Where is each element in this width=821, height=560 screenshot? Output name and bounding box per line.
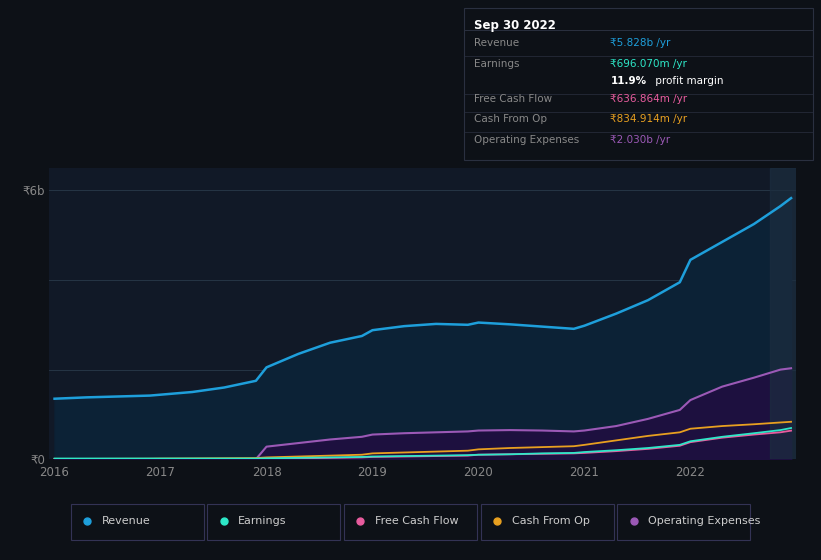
FancyBboxPatch shape [71,504,204,540]
Text: Revenue: Revenue [475,38,520,48]
Text: ₹2.030b /yr: ₹2.030b /yr [610,135,671,145]
Text: Revenue: Revenue [102,516,150,526]
Text: Earnings: Earnings [475,59,520,69]
FancyBboxPatch shape [344,504,477,540]
Text: ₹636.864m /yr: ₹636.864m /yr [610,94,687,104]
Text: Operating Expenses: Operating Expenses [649,516,761,526]
Text: Free Cash Flow: Free Cash Flow [375,516,459,526]
FancyBboxPatch shape [208,504,341,540]
Text: Earnings: Earnings [238,516,287,526]
FancyBboxPatch shape [481,504,613,540]
Text: Operating Expenses: Operating Expenses [475,135,580,145]
Text: Free Cash Flow: Free Cash Flow [475,94,553,104]
Bar [770,168,801,459]
FancyBboxPatch shape [617,504,750,540]
Text: Cash From Op: Cash From Op [511,516,589,526]
Text: ₹5.828b /yr: ₹5.828b /yr [610,38,671,48]
Text: 11.9%: 11.9% [610,76,647,86]
Text: profit margin: profit margin [653,76,724,86]
Text: Sep 30 2022: Sep 30 2022 [475,19,556,32]
Text: ₹834.914m /yr: ₹834.914m /yr [610,114,687,124]
Text: Cash From Op: Cash From Op [475,114,548,124]
Text: ₹696.070m /yr: ₹696.070m /yr [610,59,687,69]
